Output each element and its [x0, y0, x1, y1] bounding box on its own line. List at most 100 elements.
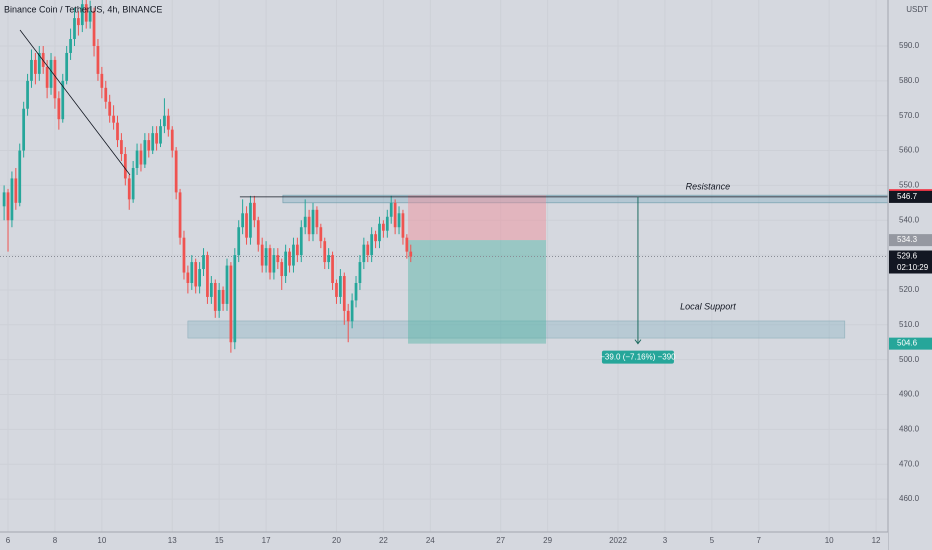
candle-body [397, 213, 401, 228]
candle-body [382, 223, 385, 231]
price-label-bg [889, 234, 932, 247]
candle-body [37, 52, 41, 74]
x-tick-label: 15 [215, 536, 224, 545]
candle-body [120, 140, 123, 155]
candle-body [159, 126, 162, 144]
price-label: 504.6 [897, 339, 918, 348]
x-tick-label: 2022 [609, 536, 627, 545]
target-zone [408, 240, 547, 344]
candle-body [241, 213, 244, 228]
x-tick-label: 7 [757, 536, 762, 545]
candle-body [362, 244, 366, 263]
candle-body [174, 150, 178, 193]
candle-body [69, 39, 72, 53]
candle-body [339, 276, 342, 297]
candle-body [366, 244, 370, 256]
candle-body [299, 227, 303, 256]
candle-body [34, 59, 37, 74]
candle-body [194, 262, 198, 287]
candle-body [393, 202, 397, 228]
x-tick-label: 6 [6, 536, 11, 545]
x-tick-label: 10 [97, 536, 106, 545]
candle-body [276, 255, 280, 263]
x-tick-label: 3 [663, 536, 668, 545]
candle-body [49, 59, 53, 88]
candle-body [151, 133, 155, 151]
x-tick-label: 8 [53, 536, 58, 545]
candle-body [225, 265, 229, 304]
candle-body [405, 237, 409, 252]
y-tick-label: 470.0 [899, 459, 920, 468]
candle-body [198, 269, 201, 287]
candle-body [327, 255, 331, 263]
candle-body [213, 282, 217, 311]
y-tick-label: 560.0 [899, 146, 920, 155]
candle-body [252, 202, 256, 221]
x-tick-label: 22 [379, 536, 388, 545]
candle-body [307, 216, 311, 235]
candle-body [135, 150, 139, 168]
candle-body [331, 255, 334, 283]
candle-body [116, 122, 119, 141]
candle-body [256, 220, 260, 245]
candle-body [335, 282, 338, 297]
y-tick-label: 500.0 [899, 355, 920, 364]
y-tick-label: 540.0 [899, 215, 920, 224]
candle-body [155, 133, 158, 144]
candle-body [182, 237, 186, 273]
resistance-zone [282, 194, 889, 204]
candle-body [221, 289, 225, 304]
candle-body [147, 140, 151, 151]
candle-body [323, 241, 327, 263]
candle-body [264, 248, 268, 266]
y-tick-label: 520.0 [899, 285, 920, 294]
candle-body [280, 262, 284, 277]
y-tick-label: 510.0 [899, 320, 920, 329]
candle-body [139, 150, 143, 165]
candle-body [401, 213, 405, 238]
candle-body [245, 213, 248, 238]
candle-body [77, 18, 80, 26]
candle-body [186, 272, 190, 283]
y-tick-label: 590.0 [899, 41, 920, 50]
candle-body [166, 115, 170, 130]
candle-body [18, 150, 22, 203]
price-axis [888, 0, 932, 550]
candle-body [374, 234, 377, 242]
candle-body [296, 244, 299, 256]
x-tick-label: 12 [872, 536, 881, 545]
time-axis [0, 532, 888, 550]
candle-body [319, 227, 323, 242]
candle-body [112, 115, 115, 123]
candle-body [233, 255, 237, 343]
candle-body [96, 46, 100, 74]
y-unit: USDT [906, 5, 928, 14]
price-label-bg [889, 250, 932, 263]
countdown: 02:10:29 [897, 263, 929, 272]
candle-body [202, 255, 205, 270]
candle-body [108, 101, 112, 116]
y-tick-label: 490.0 [899, 390, 920, 399]
candle-body [303, 216, 307, 228]
candle-body [209, 282, 213, 297]
candle-body [88, 11, 92, 22]
candle-body [104, 87, 108, 102]
candle-body [288, 251, 291, 266]
candle-body [30, 59, 33, 81]
candle-body [10, 178, 14, 221]
x-tick-label: 13 [168, 536, 177, 545]
candle-body [143, 140, 147, 165]
countdown-bg [889, 262, 932, 274]
y-tick-label: 460.0 [899, 494, 920, 503]
y-tick-label: 480.0 [899, 424, 920, 433]
candle-body [22, 108, 26, 151]
candle-body [284, 251, 288, 277]
x-tick-label: 10 [825, 536, 834, 545]
candle-body [127, 178, 131, 200]
candle-body [26, 80, 29, 109]
candle-body [378, 223, 381, 242]
stop-zone [408, 195, 547, 241]
price-label-bg [889, 190, 932, 203]
